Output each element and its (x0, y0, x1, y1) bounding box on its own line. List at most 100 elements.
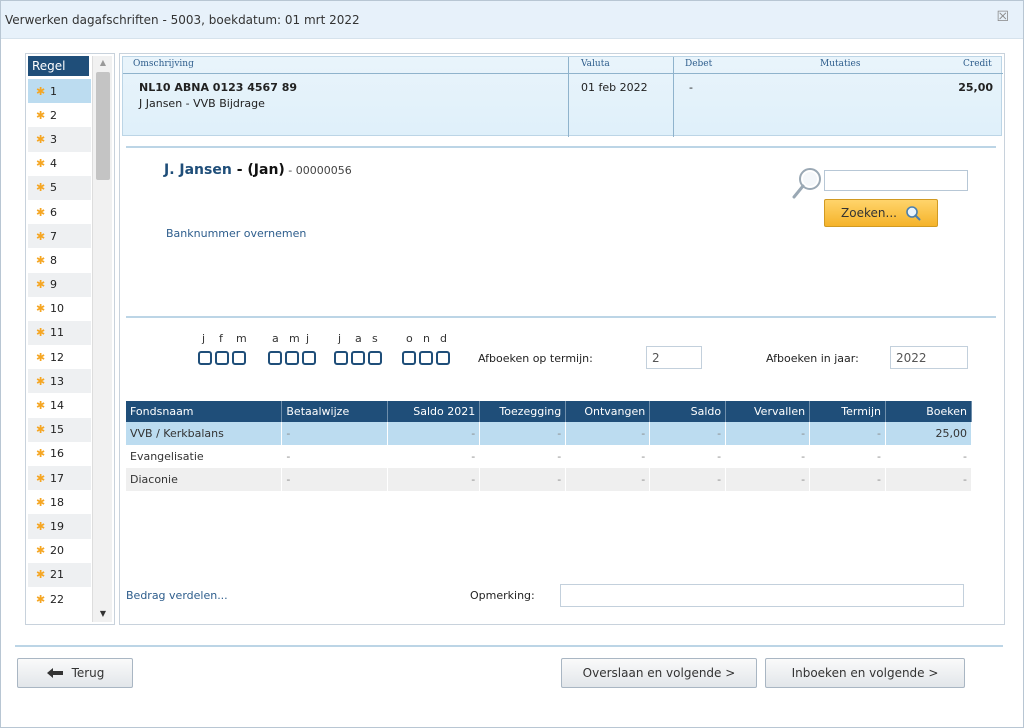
regel-row[interactable]: ✱ 8 (28, 248, 91, 273)
regel-row-label: 11 (50, 326, 64, 340)
month-checkbox[interactable] (436, 351, 450, 365)
table-row[interactable]: VVB / Kerkbalans - - - - - - -25,00 (126, 422, 972, 445)
footer-divider (15, 645, 1003, 647)
table-cell: - (725, 422, 811, 445)
table-row[interactable]: Evangelisatie - - - - - - - - (126, 445, 972, 468)
transaction-panel: Omschrijving Valuta Debet Mutaties Credi… (122, 56, 1003, 137)
opmerking-field[interactable] (560, 584, 964, 607)
table-cell: - (479, 445, 567, 468)
column-header[interactable]: Betaalwijze (281, 401, 389, 422)
regel-row[interactable]: ✱ 13 (28, 369, 91, 394)
table-row[interactable]: Diaconie - - - - - - - - (126, 468, 972, 491)
scroll-down-icon[interactable]: ▼ (99, 609, 107, 618)
member-sep: - (231, 162, 248, 178)
funds-table: Fondsnaam Betaalwijze Saldo 2021 Toezegging… (126, 401, 972, 491)
regel-row[interactable]: ✱ 12 (28, 345, 91, 370)
month-checkbox[interactable] (268, 351, 282, 365)
month-checkbox[interactable] (215, 351, 229, 365)
opmerking-label: Opmerking: (470, 589, 535, 602)
member-number: - 00000056 (284, 164, 352, 177)
star-icon: ✱ (36, 278, 46, 292)
member-name[interactable]: J. Jansen (164, 162, 232, 178)
jaar-field[interactable]: 2022 (890, 346, 968, 369)
bedrag-verdelen-link[interactable]: Bedrag verdelen... (126, 589, 228, 602)
month-checkbox[interactable] (198, 351, 212, 365)
regel-row[interactable]: ✱ 3 (28, 127, 91, 152)
regel-row-label: 1 (50, 84, 57, 98)
search-input[interactable] (824, 170, 968, 191)
column-header[interactable]: Toezegging (479, 401, 567, 422)
month-checkbox[interactable] (334, 351, 348, 365)
regel-row[interactable]: ✱ 16 (28, 441, 91, 466)
zoeken-button[interactable]: Zoeken... (824, 199, 938, 227)
scroll-up-icon[interactable]: ▲ (99, 58, 107, 67)
regel-row-label: 14 (50, 399, 64, 413)
zoeken-button-label: Zoeken... (841, 206, 897, 220)
month-checkbox[interactable] (351, 351, 365, 365)
regel-row[interactable]: ✱ 7 (28, 224, 91, 249)
column-header[interactable]: Saldo (649, 401, 727, 422)
inboeken-button[interactable]: Inboeken en volgende > (765, 658, 965, 688)
table-cell: - (387, 468, 481, 491)
regel-row[interactable]: ✱ 15 (28, 417, 91, 442)
table-cell: - (885, 445, 972, 468)
month-checkbox[interactable] (419, 351, 433, 365)
column-header[interactable]: Vervallen (725, 401, 811, 422)
regel-row[interactable]: ✱ 6 (28, 199, 91, 225)
regel-row[interactable]: ✱ 2 (28, 103, 91, 128)
regel-row[interactable]: ✱ 4 (28, 151, 91, 176)
regel-row-label: 17 (50, 471, 64, 485)
table-cell: - (479, 422, 567, 445)
regel-row[interactable]: ✱ 11 (28, 320, 91, 346)
table-cell: - (565, 422, 651, 445)
column-header[interactable]: Termijn (809, 401, 887, 422)
regel-row[interactable]: ✱ 1 (28, 79, 91, 104)
regel-row[interactable]: ✱ 21 (28, 562, 91, 587)
magnifier-icon (792, 168, 821, 199)
regel-row[interactable]: ✱ 18 (28, 490, 91, 515)
regel-row[interactable]: ✱ 14 (28, 393, 91, 418)
star-icon: ✱ (36, 423, 46, 437)
fund-name: Evangelisatie (126, 445, 283, 468)
column-separator (568, 57, 569, 137)
month-letter: j (338, 332, 342, 345)
month-checkbox[interactable] (285, 351, 299, 365)
month-checkbox[interactable] (368, 351, 382, 365)
regel-row[interactable]: ✱ 22 (28, 586, 91, 612)
sidebar-scrollbar[interactable]: ▲ ▼ (92, 56, 112, 622)
regel-row[interactable]: ✱ 19 (28, 514, 91, 539)
regel-row[interactable]: ✱ 17 (28, 466, 91, 491)
table-cell: - (885, 468, 972, 491)
table-cell: - (649, 445, 727, 468)
table-cell: - (649, 468, 727, 491)
regel-row[interactable]: ✱ 9 (28, 272, 91, 297)
header-omschrijving: Omschrijving (133, 59, 194, 69)
column-header[interactable]: Fondsnaam (126, 401, 283, 422)
banknummer-overnemen-link[interactable]: Banknummer overnemen (166, 227, 307, 240)
regel-row[interactable]: ✱ 5 (28, 175, 91, 200)
table-cell: - (387, 445, 481, 468)
regel-row-label: 12 (50, 350, 64, 364)
regel-row[interactable]: ✱ 10 (28, 296, 91, 321)
overslaan-button[interactable]: Overslaan en volgende > (561, 658, 757, 688)
column-header[interactable]: Ontvangen (565, 401, 651, 422)
month-checkbox[interactable] (402, 351, 416, 365)
star-icon: ✱ (36, 544, 46, 558)
column-header[interactable]: Boeken (885, 401, 972, 422)
table-cell: 25,00 (885, 422, 972, 445)
regel-row-label: 22 (50, 592, 64, 606)
scroll-thumb[interactable] (96, 72, 110, 180)
terug-button[interactable]: Terug (17, 658, 133, 688)
month-letter: f (219, 332, 223, 345)
transaction-valuta: 01 feb 2022 (581, 81, 648, 94)
regel-row[interactable]: ✱ 20 (28, 538, 91, 563)
regel-row-label: 2 (50, 108, 57, 122)
star-icon: ✱ (36, 374, 46, 388)
column-header[interactable]: Saldo 2021 (387, 401, 481, 422)
star-icon: ✱ (36, 519, 46, 533)
close-icon[interactable]: ☒ (996, 9, 1009, 25)
month-checkbox[interactable] (232, 351, 246, 365)
termijn-field[interactable]: 2 (646, 346, 702, 369)
month-checkbox[interactable] (302, 351, 316, 365)
